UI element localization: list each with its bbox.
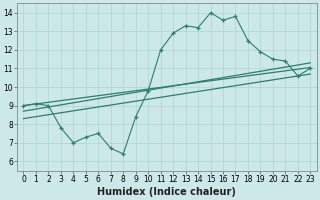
X-axis label: Humidex (Indice chaleur): Humidex (Indice chaleur)	[98, 187, 236, 197]
